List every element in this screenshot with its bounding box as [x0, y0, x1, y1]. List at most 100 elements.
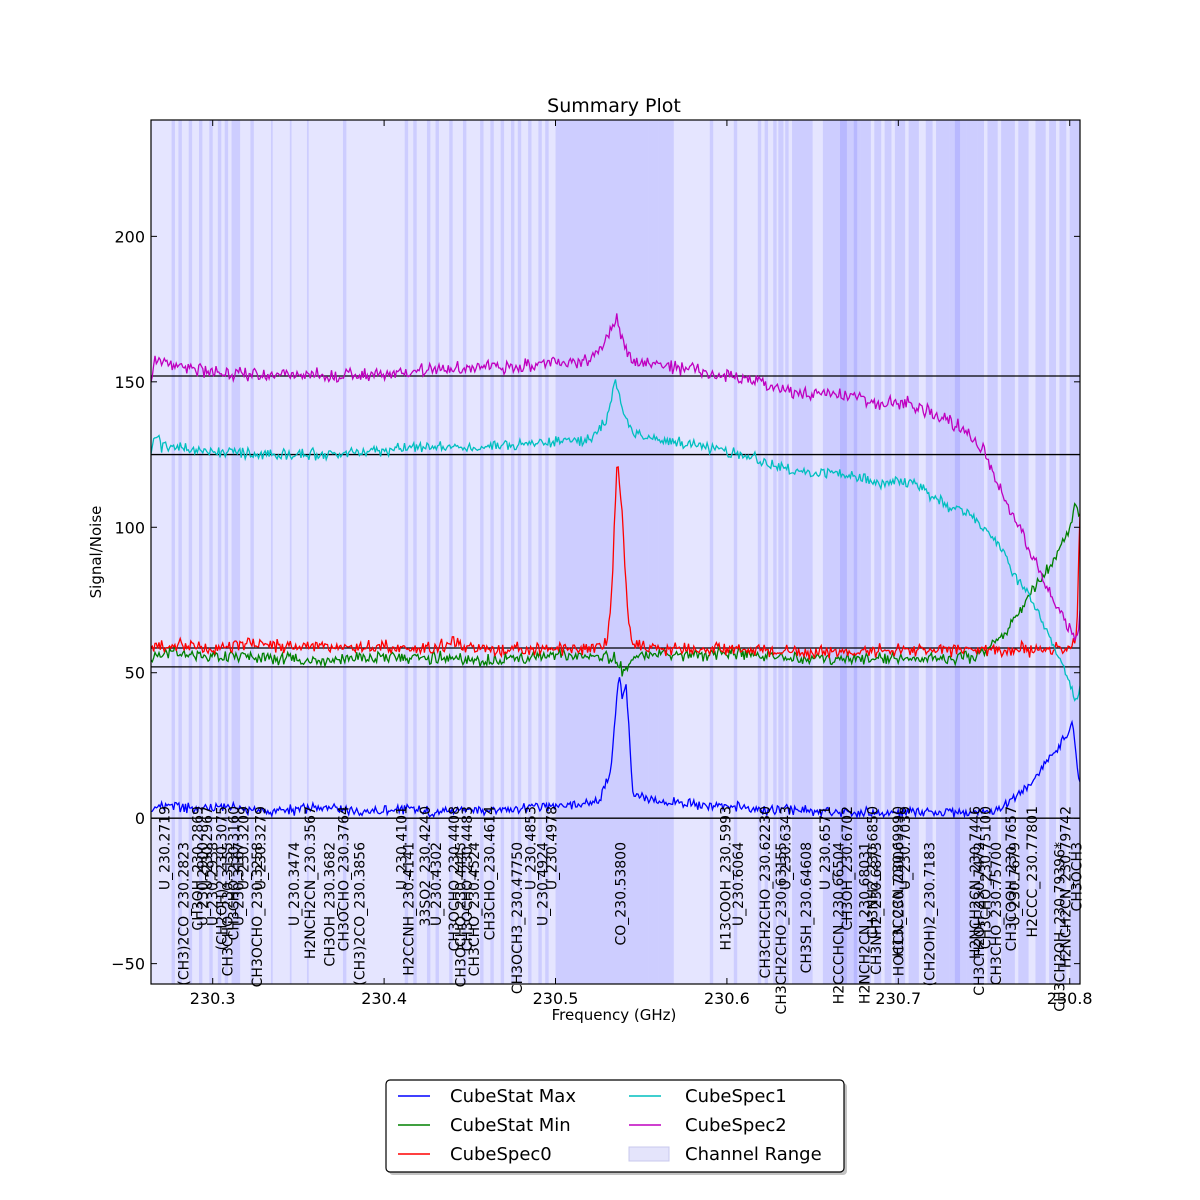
spectral-line-label: U_230.6571 — [818, 806, 834, 890]
spectral-line-label: U_230.4101 — [394, 806, 410, 890]
channel-range-band — [426, 120, 431, 984]
channel-range-band — [171, 120, 175, 984]
spectral-line-label: CH3CHO_230.3155 — [220, 842, 236, 976]
channel-range-band — [545, 120, 549, 984]
channel-range-band — [757, 120, 762, 984]
spectral-line-label: CH3SH_230.64608 — [799, 842, 815, 973]
spectral-line-label: H2NCH2CN_230.79742 — [1058, 806, 1074, 968]
plot-area — [151, 120, 1080, 984]
spectral-line-label: U_230.2900 — [195, 842, 211, 926]
spectral-line-label: H13COOH_230.5993 — [719, 806, 735, 950]
channel-range-band — [853, 120, 861, 984]
channel-range-band — [778, 120, 784, 984]
channel-range-band — [306, 120, 309, 984]
axes-frame — [150, 119, 1081, 985]
channel-range-band — [510, 120, 515, 984]
legend-label: CubeSpec1 — [685, 1086, 787, 1107]
spectral-line-label: U_230.7039 — [898, 806, 914, 890]
channel-range-band — [1059, 120, 1067, 984]
chart-title: Summary Plot — [547, 95, 681, 117]
channel-range-band — [500, 120, 505, 984]
spectral-line-label: U_230.4302 — [429, 842, 445, 926]
spectral-line-label: U_230.7679 — [1008, 842, 1024, 926]
x-tick-label: 230.5 — [533, 989, 579, 1008]
channel-range-band — [949, 120, 961, 984]
legend-label: CubeStat Min — [450, 1115, 571, 1136]
spectral-line-label: U_230.6064 — [731, 842, 747, 926]
spectral-line-label: CH3OCH3_230.47750 — [510, 842, 526, 994]
spectral-line-label: (CH2OH)2_230.7183 — [923, 842, 939, 986]
y-tick-label: 150 — [114, 373, 145, 392]
spectral-line-label: CH3CH2CHO_230.63155 — [774, 842, 790, 1014]
series-line-cubestat-max — [151, 677, 1080, 820]
channel-range-band — [413, 120, 417, 984]
legend-patch — [628, 1146, 670, 1162]
x-tick-label: 230.6 — [704, 989, 750, 1008]
channel-range-band — [224, 120, 229, 984]
channel-range-band — [936, 120, 950, 984]
legend: CubeStat Max CubeStat Min CubeSpec0 CubeSpe… — [385, 1079, 847, 1175]
channel-range-band — [709, 120, 714, 984]
spectral-line-label: CH3NH2_230.6873 — [869, 842, 885, 975]
spectral-line-label: CH3CH2OH_230.79396* — [1052, 842, 1068, 1012]
spectral-line-label: CH3OCHO_230.3258 — [250, 842, 266, 987]
series-line-cubestat-min — [151, 502, 1080, 677]
legend-label: CubeStat Max — [450, 1086, 576, 1107]
y-tick-label: 0 — [135, 809, 145, 828]
spectral-line-label: (CH3)2CO_230.3856 — [352, 842, 368, 986]
x-tick-label: 230.4 — [361, 989, 407, 1008]
spectral-line-label: CH3OCHO_230.4408 — [447, 806, 463, 951]
channel-range-band — [764, 120, 769, 984]
spectral-line-label: (CH2OH)2_230.3075 — [214, 806, 230, 950]
spectral-line-label: CH3OH_230.3682 — [323, 842, 339, 967]
channel-range-band — [785, 120, 789, 984]
channel-range-band — [822, 120, 830, 984]
channel-range-band — [188, 120, 193, 984]
spectral-line-label: U_230.3167 — [231, 842, 247, 926]
channel-range-band — [648, 120, 659, 984]
legend-label: CubeSpec0 — [450, 1144, 552, 1165]
y-axis-label: Signal/Noise — [87, 506, 105, 599]
spectral-line-label: U_230.4924 — [536, 842, 552, 926]
channel-range-band — [480, 120, 484, 984]
channel-range-band — [250, 120, 254, 984]
channel-range-band — [462, 120, 467, 984]
channel-range-band — [792, 120, 813, 984]
spectral-line-label: CH3OH_230.6702 — [840, 806, 856, 931]
x-tick-label: 230.3 — [190, 989, 236, 1008]
plot-frame — [150, 119, 1081, 985]
channel-range-band — [209, 120, 213, 984]
spectral-line-label: HOCCN_230.70000 — [891, 842, 907, 976]
spectral-line-label: U_230.4978 — [545, 806, 561, 890]
spectral-line-label: H2CCCHCN_230.66504 — [831, 842, 847, 1004]
spectral-line-label: CH3CH2OH_230.7472 — [972, 842, 988, 996]
channel-range-band — [860, 120, 871, 984]
spectral-line-label: CO_230.53800 — [614, 842, 630, 946]
channel-range-band — [231, 120, 241, 984]
channel-range-band — [954, 120, 967, 984]
spectral-line-label: CH3OCHO_230.4445 — [453, 842, 469, 987]
spectral-line-label: U_230.2967 — [200, 806, 216, 890]
channel-range-band — [178, 120, 182, 984]
plot-background — [151, 120, 1080, 984]
series-line-cubespec0 — [151, 466, 1080, 660]
spectral-line-label: 33SO2_230.4240 — [418, 806, 434, 926]
spectral-line-label: CH3CHO_230.75700 — [989, 842, 1005, 985]
channel-range-band — [342, 120, 347, 984]
channel-range-band — [1069, 120, 1080, 984]
spectral-line-label: CH3CHO_230.3160 — [226, 806, 242, 940]
channel-range-band — [517, 120, 522, 984]
spectral-line-label: U_230.3474 — [287, 842, 303, 926]
series-line-cubespec2 — [151, 313, 1080, 641]
spectral-line-label: CH3CHO_230.4614 — [482, 806, 498, 940]
spectral-line-label: H2NCH2CN_230.7446 — [968, 806, 984, 959]
series-line-cubespec1 — [151, 379, 1080, 702]
x-tick-label: 230.8 — [1047, 989, 1093, 1008]
channel-range-band — [966, 120, 978, 984]
channel-range-full — [151, 120, 1080, 984]
spectral-line-label: H2NCH2CN_230.3567 — [303, 806, 319, 959]
channel-range-band — [908, 120, 919, 984]
channel-range-band — [829, 120, 858, 984]
channel-range-band — [733, 120, 738, 984]
